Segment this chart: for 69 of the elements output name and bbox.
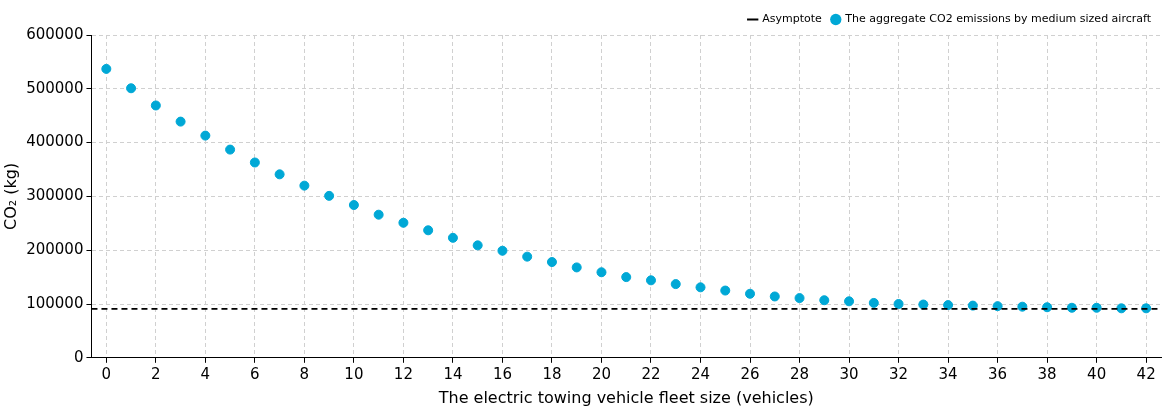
- point: [274, 169, 285, 180]
- point: [571, 262, 582, 273]
- x-tick-label: 34: [938, 364, 958, 383]
- x-tick-label: 2: [151, 364, 161, 383]
- point: [175, 116, 186, 127]
- point: [101, 63, 112, 74]
- y-tick-label: 300000: [26, 186, 84, 205]
- x-tick-label: 10: [344, 364, 364, 383]
- point: [150, 100, 161, 111]
- point: [249, 157, 260, 168]
- y-axis-title: CO₂ (kg): [0, 162, 20, 230]
- point: [819, 295, 830, 306]
- y-tick-label: 0: [73, 347, 84, 366]
- x-tick-label: 26: [740, 364, 760, 383]
- x-tick-label: 30: [839, 364, 859, 383]
- point: [893, 299, 904, 309]
- point: [670, 279, 681, 290]
- x-tick-label: 12: [393, 364, 413, 383]
- x-tick-label: 0: [101, 364, 112, 383]
- x-tick-label: 28: [789, 364, 810, 383]
- y-tick-label: 500000: [26, 78, 84, 97]
- point: [769, 291, 780, 302]
- point: [348, 200, 359, 211]
- point: [324, 190, 335, 201]
- x-tick-label: 24: [690, 364, 711, 383]
- x-tick-label: 36: [988, 364, 1008, 383]
- y-tick-label: 200000: [26, 240, 84, 259]
- point: [398, 217, 409, 228]
- x-tick-label: 42: [1136, 364, 1156, 383]
- point: [645, 275, 656, 286]
- point: [621, 272, 632, 283]
- y-tick-label: 100000: [26, 293, 84, 312]
- point: [373, 209, 384, 220]
- point: [423, 225, 434, 236]
- point: [745, 288, 756, 299]
- x-tick-label: 20: [591, 364, 612, 383]
- x-tick-label: 16: [492, 364, 512, 383]
- point: [447, 232, 458, 243]
- x-tick-label: 18: [542, 364, 562, 383]
- x-tick-label: 14: [443, 364, 463, 383]
- x-tick-label: 38: [1037, 364, 1057, 383]
- x-tick-label: 6: [250, 364, 260, 383]
- point: [844, 296, 855, 307]
- point: [472, 240, 483, 251]
- point: [720, 285, 731, 296]
- y-tick-label: 400000: [26, 132, 84, 151]
- point: [918, 299, 929, 310]
- legend-label: The aggregate CO2 emissions by medium sized aircraft: [844, 12, 1152, 26]
- x-tick-label: 8: [299, 364, 310, 383]
- point: [596, 267, 607, 278]
- point: [546, 257, 557, 268]
- point: [868, 297, 879, 308]
- point: [522, 251, 533, 262]
- point: [299, 180, 310, 191]
- point: [695, 282, 706, 293]
- point: [126, 83, 137, 94]
- point: [497, 245, 508, 256]
- point: [992, 301, 1003, 312]
- point: [943, 300, 954, 311]
- x-tick-label: 22: [641, 364, 661, 383]
- point: [794, 293, 805, 304]
- y-tick-label: 600000: [26, 24, 84, 43]
- x-tick-label: 32: [889, 364, 909, 383]
- legend-label: Asymptote: [762, 12, 823, 26]
- x-axis-title: The electric towing vehicle fleet size (vehicles): [437, 387, 814, 407]
- point: [225, 144, 236, 155]
- x-tick-label: 40: [1087, 364, 1107, 383]
- x-tick-label: 4: [200, 364, 211, 383]
- point: [200, 130, 211, 141]
